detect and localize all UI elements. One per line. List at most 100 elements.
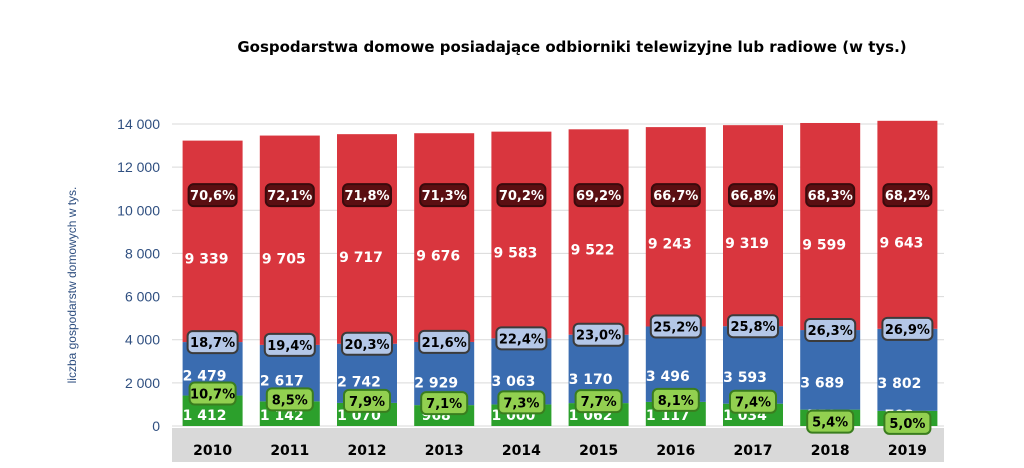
value-label-red: 9 243 — [648, 237, 692, 253]
share-badge-label: 5,4% — [812, 416, 848, 431]
value-label-red: 9 583 — [493, 246, 537, 262]
share-badge-box — [188, 381, 237, 406]
share-badge-label: 8,1% — [658, 394, 694, 409]
value-label-red: 9 599 — [802, 237, 846, 253]
share-badge-box — [497, 390, 546, 415]
value-label-green: 1 117 — [646, 408, 690, 424]
y-tick-label: 10 000 — [117, 202, 160, 218]
y-tick-label: 14 000 — [117, 116, 160, 132]
share-badge-label: 8,5% — [272, 393, 308, 408]
share-badge-red: 66,7% — [650, 183, 701, 208]
share-badge-box — [186, 330, 239, 355]
y-axis-label: liczba gospodarstw domowych w tys. — [65, 187, 79, 384]
bar-segment-blue — [877, 328, 938, 411]
share-badge-red: 68,2% — [882, 183, 933, 208]
category-label: 2011 — [270, 443, 309, 459]
share-badge-red: 70,6% — [187, 183, 238, 208]
share-badge-green: 7,7% — [574, 389, 623, 414]
bar-segment-red — [800, 122, 861, 331]
bar-segment-blue — [800, 330, 861, 410]
share-badge-blue: 22,4% — [495, 326, 548, 351]
value-label-red: 9 643 — [879, 236, 923, 252]
share-badge-box — [573, 183, 624, 208]
share-badge-label: 69,2% — [576, 189, 621, 204]
share-badge-box — [574, 389, 623, 414]
share-badge-box — [729, 389, 777, 414]
value-label-blue: 3 170 — [569, 372, 613, 388]
share-badge-label: 19,4% — [267, 339, 312, 354]
category-label: 2013 — [425, 443, 464, 459]
share-badge-box — [419, 183, 470, 208]
share-badge-box — [343, 388, 391, 413]
share-badge-green: 7,9% — [343, 388, 391, 413]
share-badge-box — [804, 318, 857, 343]
share-badge-box — [883, 410, 932, 435]
share-badge-label: 26,3% — [808, 324, 853, 339]
share-badge-box — [187, 183, 238, 208]
category-label: 2015 — [579, 443, 618, 459]
share-badge-box — [495, 326, 548, 351]
value-label-red: 9 676 — [416, 249, 460, 265]
bar-segment-red — [337, 134, 397, 344]
share-badge-label: 7,9% — [349, 395, 385, 410]
share-badge-box — [649, 314, 702, 339]
share-badge-box — [572, 322, 625, 347]
share-badge-green: 10,7% — [188, 381, 237, 406]
chart-title: Gospodarstwa domowe posiadające odbiorni… — [237, 38, 907, 56]
share-badge-box — [342, 183, 392, 208]
bar-segment-red — [723, 125, 783, 327]
value-label-blue: 2 479 — [183, 369, 227, 385]
value-label-blue: 2 742 — [337, 374, 381, 390]
share-badge-box — [341, 331, 393, 356]
share-badge-green: 8,1% — [651, 387, 700, 412]
share-badge-box — [650, 183, 701, 208]
share-badge-green: 5,0% — [883, 410, 932, 435]
bar-segment-red — [568, 129, 629, 335]
share-badge-box — [727, 314, 779, 339]
share-badge-blue: 18,7% — [186, 330, 239, 355]
y-tick-label: 12 000 — [117, 159, 160, 175]
share-badge-green: 7,1% — [420, 391, 469, 416]
share-badge-red: 69,2% — [573, 183, 624, 208]
share-badge-box — [496, 183, 547, 208]
value-label-red: 9 339 — [185, 251, 229, 267]
y-tick-label: 8 000 — [125, 245, 160, 261]
share-badge-box — [806, 409, 855, 434]
bar-segment-red — [877, 120, 938, 329]
share-badge-label: 68,2% — [885, 189, 930, 204]
share-badge-label: 25,8% — [730, 320, 775, 335]
value-label-green: 1 412 — [183, 408, 227, 424]
value-label-red: 9 705 — [262, 251, 306, 267]
value-label-green: 1 142 — [260, 408, 304, 424]
share-badge-label: 25,2% — [653, 320, 698, 335]
share-badge-label: 7,4% — [735, 396, 771, 411]
value-label-blue: 3 689 — [800, 375, 844, 391]
category-axis-band — [172, 428, 944, 462]
share-badge-label: 68,3% — [808, 189, 853, 204]
y-tick-label: 4 000 — [125, 332, 160, 348]
share-badge-box — [418, 329, 471, 354]
share-badge-blue: 25,2% — [649, 314, 702, 339]
category-label: 2018 — [811, 443, 850, 459]
value-label-red: 9 717 — [339, 250, 383, 266]
y-tick-label: 6 000 — [125, 289, 160, 305]
value-label-red: 9 319 — [725, 236, 769, 252]
share-badge-label: 7,1% — [426, 397, 462, 412]
bar-segment-red — [491, 131, 552, 339]
bar-segment-red — [259, 135, 320, 345]
value-label-blue: 2 617 — [260, 374, 304, 390]
share-badge-box — [265, 387, 314, 412]
share-badge-blue: 25,8% — [727, 314, 779, 339]
share-badge-label: 21,6% — [422, 336, 467, 351]
bar-segment-red — [414, 133, 475, 342]
share-badge-label: 70,2% — [499, 189, 544, 204]
share-badge-box — [420, 391, 469, 416]
share-badge-label: 72,1% — [267, 189, 312, 204]
share-badge-label: 26,9% — [885, 323, 930, 338]
share-badge-label: 7,7% — [581, 395, 617, 410]
share-badge-blue: 21,6% — [418, 329, 471, 354]
y-tick-label: 0 — [152, 418, 160, 434]
share-badge-label: 7,3% — [503, 396, 539, 411]
share-badge-blue: 19,4% — [263, 332, 316, 357]
